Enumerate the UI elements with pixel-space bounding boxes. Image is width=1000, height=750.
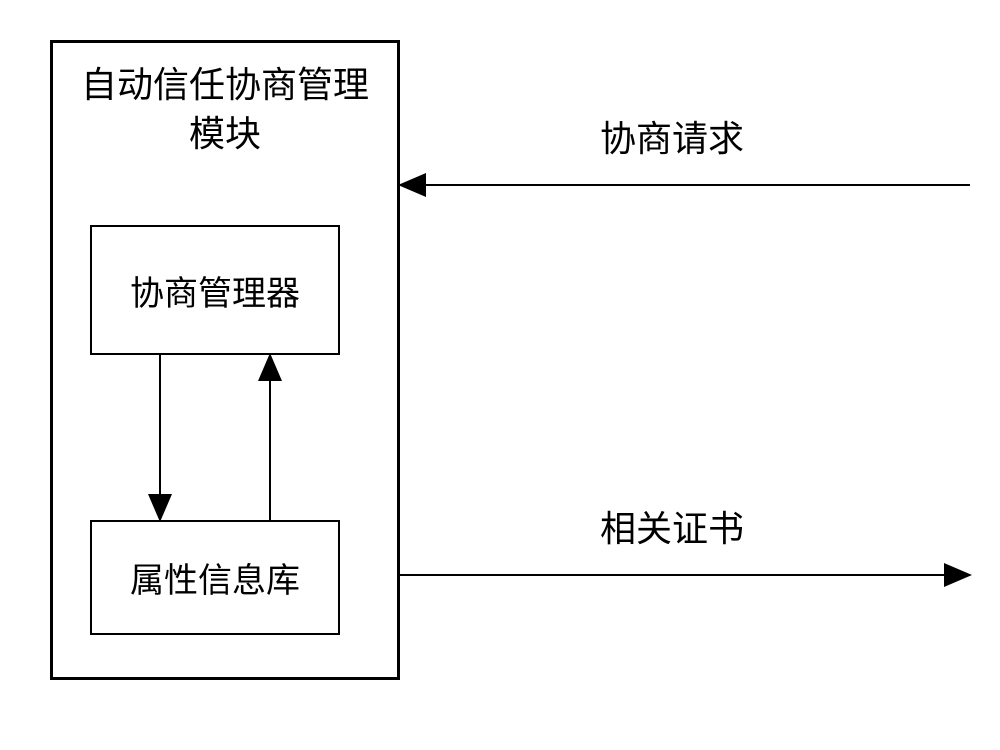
node-label: 属性信息库 (130, 553, 300, 602)
module-title: 自动信任协商管理模块 (53, 61, 397, 158)
label-related-certificate: 相关证书 (600, 500, 744, 552)
node-negotiation-manager: 协商管理器 (90, 225, 340, 355)
label-negotiation-request: 协商请求 (600, 110, 744, 162)
node-attribute-store: 属性信息库 (90, 520, 340, 635)
node-label: 协商管理器 (130, 266, 300, 315)
